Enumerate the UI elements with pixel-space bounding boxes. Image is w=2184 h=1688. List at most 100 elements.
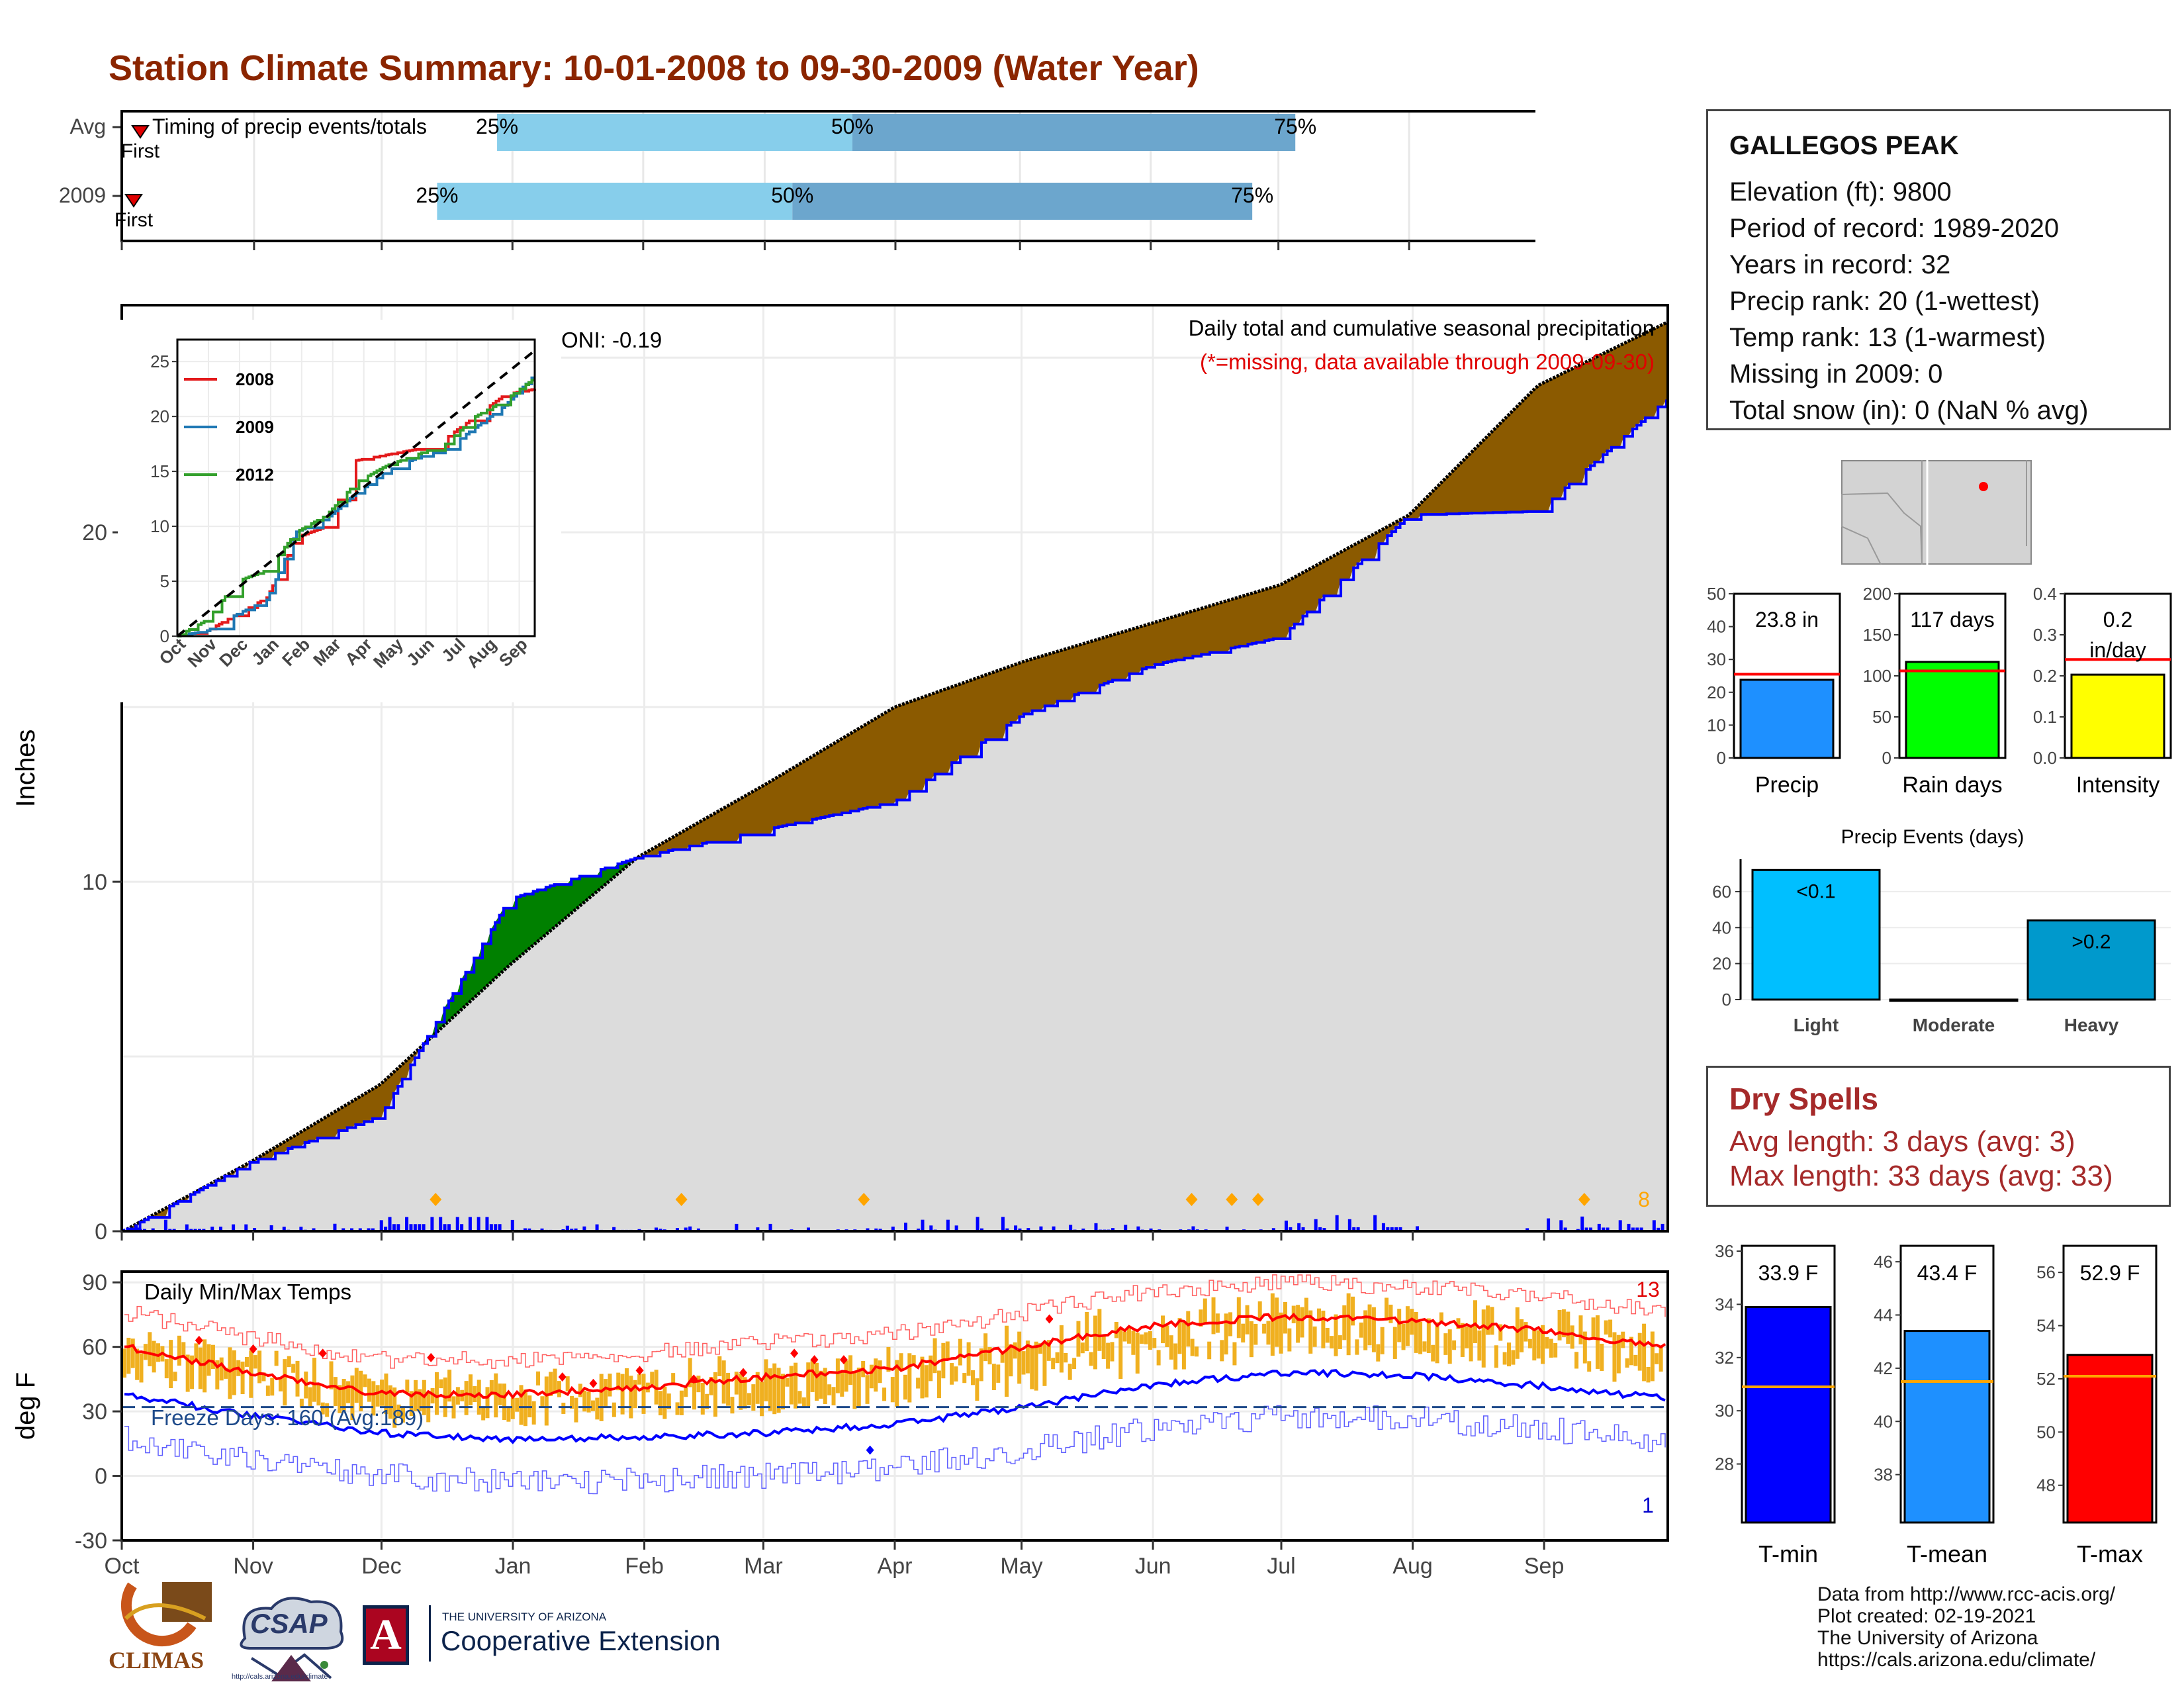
events-category-label: Heavy [2064,1015,2119,1035]
summary-bar [1905,661,2000,759]
timing-bar-q3 [852,114,1296,151]
precip-daily-bar [1416,1226,1420,1231]
temp-daily-bar [1072,1358,1077,1370]
temp-daily-bar [1051,1358,1056,1370]
temp-daily-bar [768,1368,772,1411]
temp-record-high-marker [427,1352,435,1362]
temp-avg-max-line [124,1312,1666,1399]
temp-daily-bar [1608,1319,1613,1338]
temp-daily-bar [1283,1301,1287,1334]
summary-ytick-label: 200 [1863,584,1891,604]
temp-daily-bar [1321,1310,1326,1348]
temp-daily-bar [1152,1338,1157,1348]
temp-daily-bar [840,1370,844,1397]
temp-daily-bar [684,1387,688,1397]
precip-daily-bar [282,1227,286,1231]
precip-daily-bar [358,1228,362,1231]
temp-daily-bar [1211,1297,1216,1335]
temp-daily-bar [1177,1318,1182,1354]
timing-frame [120,110,1535,242]
temp-daily-bar [785,1378,790,1387]
temp-daily-bar [1385,1297,1389,1321]
temp-daily-bar [1582,1331,1587,1364]
temp-daily-bar [700,1383,705,1415]
month-label: Sep [1524,1554,1565,1579]
temp-daily-bar [743,1377,747,1409]
temp-daily-bar [1207,1341,1212,1360]
temp-daily-bar [299,1398,304,1408]
temp-daily-bar [620,1374,625,1415]
temp-daily-bar [1659,1346,1663,1372]
precip-avg-line [122,321,1668,1233]
tsum-bar-label: T-max [2077,1540,2143,1568]
temp-daily-bar [933,1338,937,1374]
station-location-marker [1979,482,1988,491]
temp-daily-bar [1144,1332,1148,1344]
month-label: Jun [1135,1554,1171,1579]
temp-daily-bar [1591,1317,1596,1338]
precip-ytick-label: 10 [82,870,107,895]
precip-daily-bar [218,1227,222,1231]
ua-top-text: THE UNIVERSITY OF ARIZONA [442,1611,607,1623]
tsum-ytick-label: 50 [2036,1422,2056,1442]
temp-daily-bar [1064,1352,1068,1363]
temp-daily-bar [819,1370,823,1399]
events-ytick-label: 20 [1712,954,1731,974]
month-label: Feb [625,1554,664,1579]
precip-daily-bar [333,1223,337,1231]
temp-daily-bar [1275,1297,1279,1347]
tsum-value-label: 33.9 F [1758,1261,1819,1285]
temp-record-high-marker [810,1355,819,1365]
temp-daily-bar [1203,1298,1207,1323]
summary-ytick-label: 50 [1707,584,1726,604]
precip-daily-bar [312,1228,316,1231]
precip-daily-bar [379,1220,383,1231]
month-label: Aug [1392,1554,1433,1579]
temp-daily-bar [1541,1325,1545,1364]
temp-daily-bar [1245,1305,1250,1335]
temp-daily-bar [228,1347,232,1399]
temp-record-low-line [124,1405,1666,1495]
precip-daily-bar [244,1224,248,1231]
precip-daily-bar [921,1219,925,1231]
temp-daily-bar [1042,1342,1047,1386]
temp-daily-bar [181,1342,186,1358]
precip-daily-bar [976,1217,979,1231]
summary-bar-label: Precip [1755,773,1819,798]
temp-daily-bar [1346,1293,1351,1356]
temp-daily-bar [835,1358,840,1393]
summary-ytick-label: 0.3 [2033,625,2057,645]
temp-daily-bar [1553,1342,1558,1358]
temp-daily-bar [1195,1346,1199,1357]
precip-daily-bar [151,1228,155,1231]
oni-label: ONI: -0.19 [561,328,662,352]
temp-daily-bar [1616,1335,1621,1374]
temp-daily-bar [1498,1324,1503,1341]
temp-daily-bar [713,1372,717,1417]
temp-record-high-line [124,1274,1666,1369]
temp-daily-bar [375,1385,380,1407]
csap-url: http://cals.arizona.edu/climate [232,1673,328,1681]
temp-daily-bar [515,1397,520,1412]
temp-daily-bar [1532,1329,1537,1361]
precip-heavy-marker [1578,1193,1590,1206]
locator-map [1841,460,2032,565]
temp-daily-bar [1308,1310,1313,1354]
precip-daily-bar [1661,1223,1664,1231]
summary-ytick-label: 20 [1707,682,1726,702]
temp-daily-bar [473,1385,477,1403]
precip-daily-bar [1225,1227,1229,1231]
precip-daily-bar [891,1226,895,1231]
ua-bottom-text: Cooperative Extension [441,1625,721,1656]
temp-daily-bar [481,1406,486,1421]
station-name: GALLEGOS PEAK [1729,131,1959,160]
events-bar [1889,998,2019,1002]
temp-daily-bar [975,1378,979,1401]
temp-daily-bar [219,1357,224,1381]
tsum-ytick-label: 46 [1874,1252,1893,1272]
temp-daily-bar [283,1359,287,1406]
ua-divider [429,1605,431,1662]
csap-logo: CSAP http://cals.arizona.edu/climate [232,1592,351,1685]
temp-daily-bar [734,1372,739,1395]
temp-daily-bar [874,1358,878,1392]
